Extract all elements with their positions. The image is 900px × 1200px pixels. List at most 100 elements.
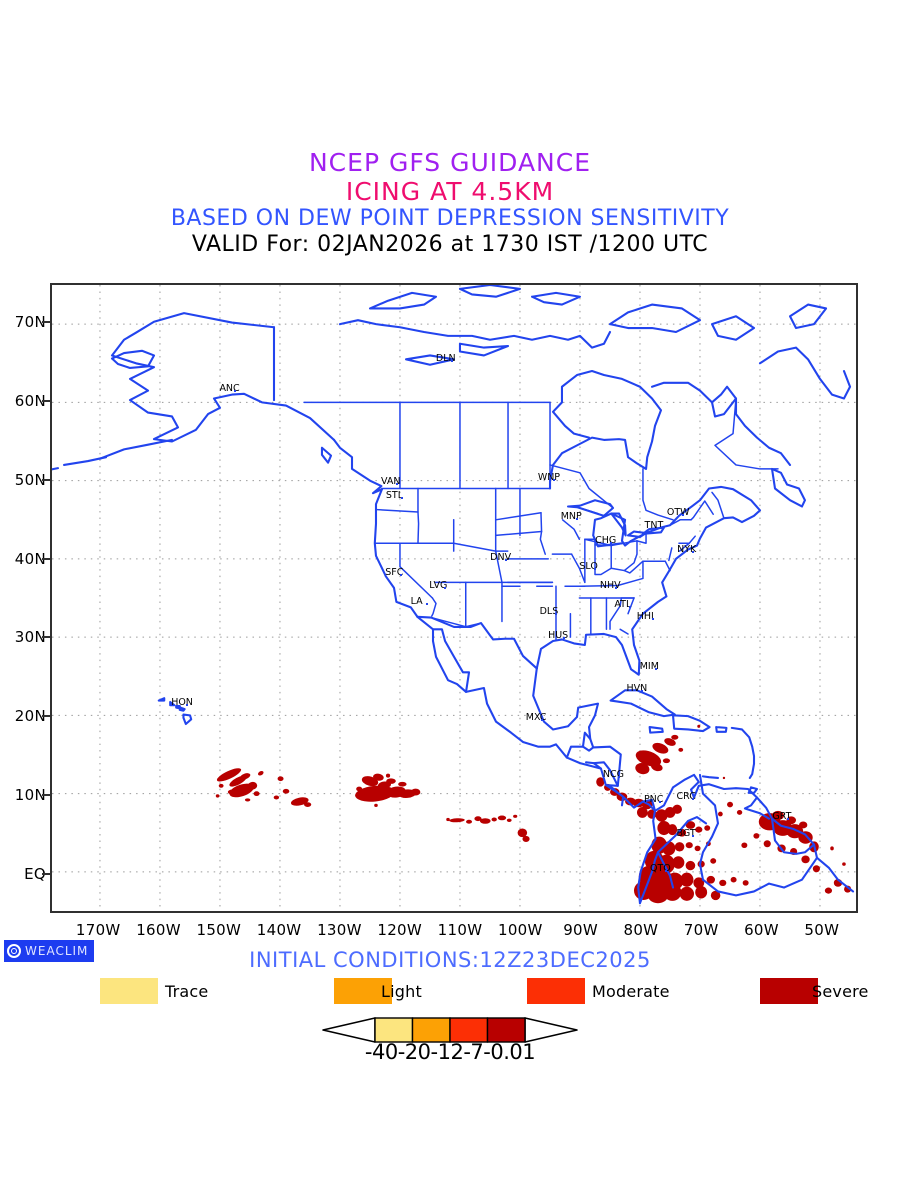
city-dot — [692, 551, 695, 554]
city-label-la: LA — [410, 596, 423, 608]
lon-tick-label: 140W — [256, 921, 302, 939]
city-label-nhv: NHV — [599, 579, 621, 591]
city-label-anc: ANC — [219, 382, 240, 394]
city-dot — [554, 613, 557, 616]
legend-swatch-light — [334, 978, 392, 1004]
map-gridlines — [52, 285, 856, 911]
city-dot — [787, 818, 790, 821]
lon-tick-label: 70W — [683, 921, 719, 939]
weaclim-label: WEACLIM — [25, 944, 89, 958]
lon-tick-label: 170W — [75, 921, 121, 939]
city-label-hhi: HHI — [636, 611, 654, 623]
lat-tick-label: EQ — [24, 864, 46, 883]
colorbar-tick-2: -12 — [430, 1040, 464, 1064]
lon-tick-label: 110W — [437, 921, 483, 939]
coastline-borders — [52, 285, 855, 905]
city-label-atl: ATL — [614, 599, 632, 611]
city-label-mxc: MXC — [525, 711, 547, 723]
lon-tick-label: 160W — [136, 921, 181, 939]
icing-map: ANC DLN VAN STL WNP MNP OTW TNT CHG NYK DNV SLO SFC N… — [50, 283, 858, 913]
city-dot — [425, 603, 428, 606]
city-dot — [234, 389, 237, 392]
city-dot — [629, 606, 632, 609]
city-dot — [658, 800, 661, 803]
city-label-crc: CRC — [676, 791, 696, 803]
city-dot — [641, 689, 644, 692]
lat-tick-label: 50N — [14, 470, 46, 489]
lat-tick-label: 40N — [14, 549, 46, 568]
city-label-dln: DLN — [435, 352, 456, 364]
city-label-lvg: LVG — [429, 579, 448, 591]
lon-tick-label: 80W — [623, 921, 659, 939]
lon-tick-label: 100W — [497, 921, 543, 939]
lat-tick-mark — [42, 400, 51, 403]
lon-tick-label: 120W — [377, 921, 423, 939]
lon-tick-label: 130W — [317, 921, 362, 939]
lat-tick-mark — [42, 478, 51, 481]
city-label-bgt: BGT — [676, 827, 696, 839]
lat-tick-mark — [42, 557, 51, 560]
title-line-agency: NCEP GFS GUIDANCE — [308, 148, 591, 177]
city-dot — [610, 541, 613, 544]
city-label-qto: QTO — [649, 863, 671, 875]
city-dot — [400, 573, 403, 576]
city-label-dnv: DNV — [490, 551, 512, 563]
chart-title-block: NCEP GFS GUIDANCE ICING AT 4.5KM BASED O… — [0, 148, 900, 257]
city-label-hon: HON — [171, 696, 193, 708]
city-label-hus: HUS — [548, 629, 569, 641]
severity-legend: Trace Light Moderate Severe — [0, 978, 900, 1008]
city-dot — [540, 718, 543, 721]
colorbar-graphic — [322, 1017, 578, 1043]
lat-tick-mark — [42, 793, 51, 796]
legend-label-trace: Trace — [165, 982, 209, 1001]
city-label-stl: STL — [385, 489, 403, 501]
legend-label-moderate: Moderate — [592, 982, 670, 1001]
lat-tick-label: 10N — [14, 785, 46, 804]
city-label-otw: OTW — [666, 507, 690, 519]
legend-swatch-moderate — [527, 978, 585, 1004]
legend-label-severe: Severe — [812, 982, 869, 1001]
legend-swatch-trace — [100, 978, 158, 1004]
lon-tick-label: 50W — [804, 921, 840, 939]
city-dot — [563, 636, 566, 639]
city-dot — [664, 870, 667, 873]
lat-tick-label: 70N — [14, 313, 46, 332]
lat-tick-label: 60N — [14, 392, 46, 411]
city-dot — [617, 776, 620, 779]
lon-tick-label: 60W — [744, 921, 779, 939]
city-dot — [396, 483, 399, 486]
lat-tick-label: 20N — [14, 707, 46, 726]
city-dot — [651, 618, 654, 621]
colorbar-tick-3: -7 — [463, 1040, 484, 1064]
lat-tick-mark — [42, 636, 51, 639]
city-label-grt: GRT — [772, 811, 792, 823]
initial-conditions-label: INITIAL CONDITIONS:12Z23DEC2025 — [249, 948, 651, 972]
city-dot — [450, 359, 453, 362]
lon-tick-label: 90W — [563, 921, 599, 939]
city-dot — [552, 478, 555, 481]
icing-severity-overlay — [215, 724, 852, 904]
colorbar-tick-0: -40 — [364, 1040, 398, 1064]
city-label-dls: DLS — [539, 606, 559, 618]
lat-tick-label: 30N — [14, 628, 46, 647]
lat-tick-mark — [42, 321, 51, 324]
city-label-van: VAN — [381, 476, 401, 488]
city-label-hvn: HVN — [626, 682, 648, 694]
city-dot — [186, 703, 189, 706]
city-label-pnc: PNC — [643, 793, 664, 805]
city-label-tnt: TNT — [644, 520, 664, 532]
city-dot — [691, 834, 694, 837]
colorbar-tick-1: -20 — [397, 1040, 431, 1064]
city-dot — [444, 586, 447, 589]
city-dot — [575, 518, 578, 521]
circle-ring-icon — [7, 944, 21, 958]
legend-swatch-severe — [760, 978, 818, 1004]
lon-tick-label: 150W — [196, 921, 242, 939]
city-label-mnp: MNP — [560, 511, 582, 523]
city-dot — [614, 586, 617, 589]
city-label-chg: CHG — [595, 534, 617, 546]
lat-tick-mark — [42, 715, 51, 718]
legend-label-light: Light — [381, 982, 422, 1001]
weaclim-logo[interactable]: WEACLIM — [4, 940, 95, 962]
city-label-wnp: WNP — [537, 471, 561, 483]
